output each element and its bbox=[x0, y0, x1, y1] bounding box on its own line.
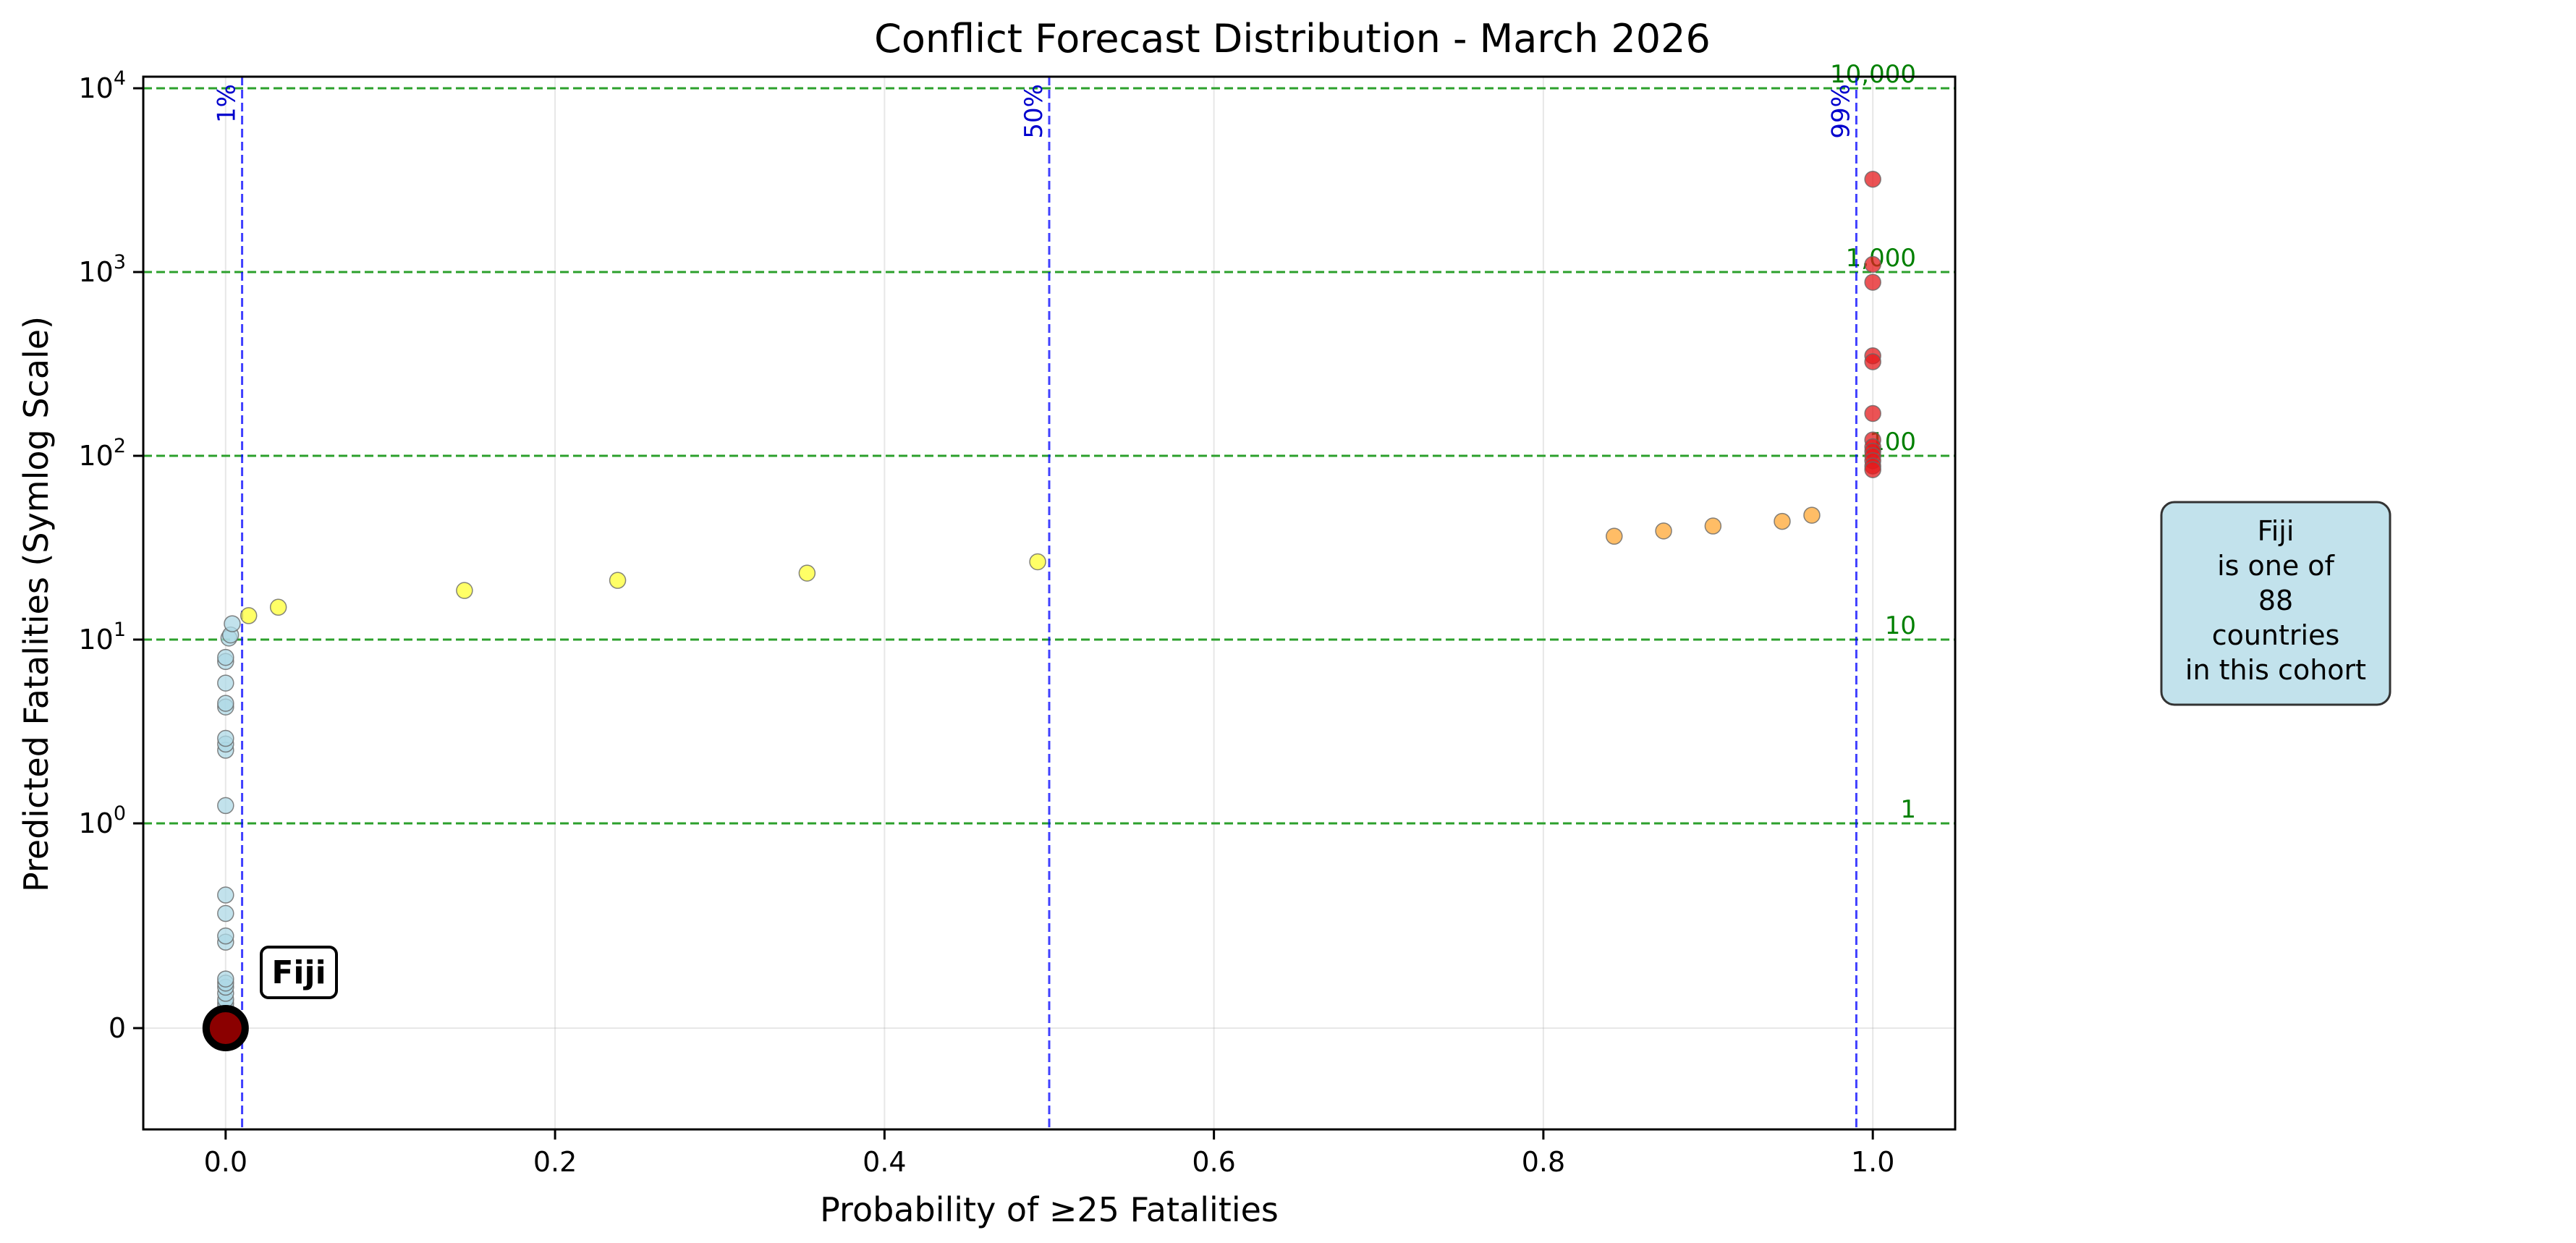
data-point-medium bbox=[1029, 553, 1046, 571]
reference-line-label: 1 bbox=[1900, 795, 1916, 824]
data-point-low bbox=[217, 970, 234, 988]
data-point-medium bbox=[456, 582, 473, 599]
data-point-low bbox=[217, 886, 234, 904]
highlight-label-box bbox=[260, 946, 338, 999]
data-point-very_high bbox=[1864, 404, 1881, 423]
reference-line-label: 50% bbox=[1020, 84, 1048, 139]
y-tick-label: 100 bbox=[78, 802, 126, 839]
data-point-very_high bbox=[1864, 353, 1881, 370]
info-box-background bbox=[2160, 501, 2391, 706]
data-point-high bbox=[1655, 522, 1672, 540]
data-point-low bbox=[217, 695, 234, 712]
data-point-high bbox=[1774, 512, 1791, 530]
reference-line-label: 10,000 bbox=[1830, 60, 1916, 89]
info-box-line: countries bbox=[2212, 619, 2340, 651]
data-point-medium bbox=[240, 607, 258, 624]
highlight-marker bbox=[202, 1005, 249, 1051]
info-box-line: in this cohort bbox=[2185, 654, 2366, 686]
chart-title: Conflict Forecast Distribution - March 2… bbox=[874, 16, 1711, 61]
reference-line-label: 1% bbox=[213, 84, 242, 123]
data-point-low bbox=[224, 615, 241, 632]
y-tick-label: 0 bbox=[109, 1012, 126, 1044]
data-point-very_high bbox=[1864, 255, 1881, 273]
data-point-very_high bbox=[1864, 461, 1881, 478]
data-point-high bbox=[1704, 517, 1722, 535]
x-tick-label: 0.6 bbox=[1192, 1146, 1235, 1178]
reference-line-label: 10 bbox=[1885, 611, 1916, 640]
highlight-layer: Fiji bbox=[202, 946, 338, 1051]
data-point-low bbox=[217, 797, 234, 815]
y-tick-label: 102 bbox=[78, 435, 126, 472]
data-point-low bbox=[217, 904, 234, 922]
reference-line-label: 99% bbox=[1826, 84, 1855, 139]
info-box-line: 88 bbox=[2258, 585, 2293, 616]
data-point-high bbox=[1606, 527, 1623, 545]
data-point-medium bbox=[798, 564, 816, 582]
x-tick-label: 0.0 bbox=[204, 1146, 247, 1178]
data-point-low bbox=[217, 927, 234, 945]
y-tick-label: 101 bbox=[78, 619, 126, 656]
x-tick-label: 1.0 bbox=[1851, 1146, 1894, 1178]
data-point-low bbox=[217, 648, 234, 666]
y-axis-label: Predicted Fatalities (Symlog Scale) bbox=[17, 316, 56, 892]
x-tick-label: 0.2 bbox=[533, 1146, 577, 1178]
data-point-low bbox=[217, 674, 234, 692]
data-point-very_high bbox=[1864, 273, 1881, 291]
info-box-line: Fiji bbox=[2258, 515, 2295, 547]
data-point-medium bbox=[269, 598, 287, 616]
highlight-label: Fiji bbox=[271, 954, 326, 991]
y-tick-label: 104 bbox=[78, 67, 126, 104]
x-axis-label: Probability of ≥25 Fatalities bbox=[820, 1190, 1279, 1229]
data-point-low bbox=[217, 729, 234, 747]
info-box-line: is one of bbox=[2217, 550, 2335, 582]
x-tick-label: 0.8 bbox=[1522, 1146, 1565, 1178]
y-tick-label: 103 bbox=[78, 251, 126, 288]
x-tick-label: 0.4 bbox=[863, 1146, 906, 1178]
axis-ticks: 0.0 0.2 0.4 0.6 0.8 1.0 0 100 101 102 103 104 bbox=[78, 67, 1894, 1178]
data-point-very_high bbox=[1864, 170, 1881, 188]
data-point-high bbox=[1803, 506, 1821, 524]
data-point-medium bbox=[609, 572, 627, 589]
plot-frame bbox=[142, 75, 1957, 1131]
